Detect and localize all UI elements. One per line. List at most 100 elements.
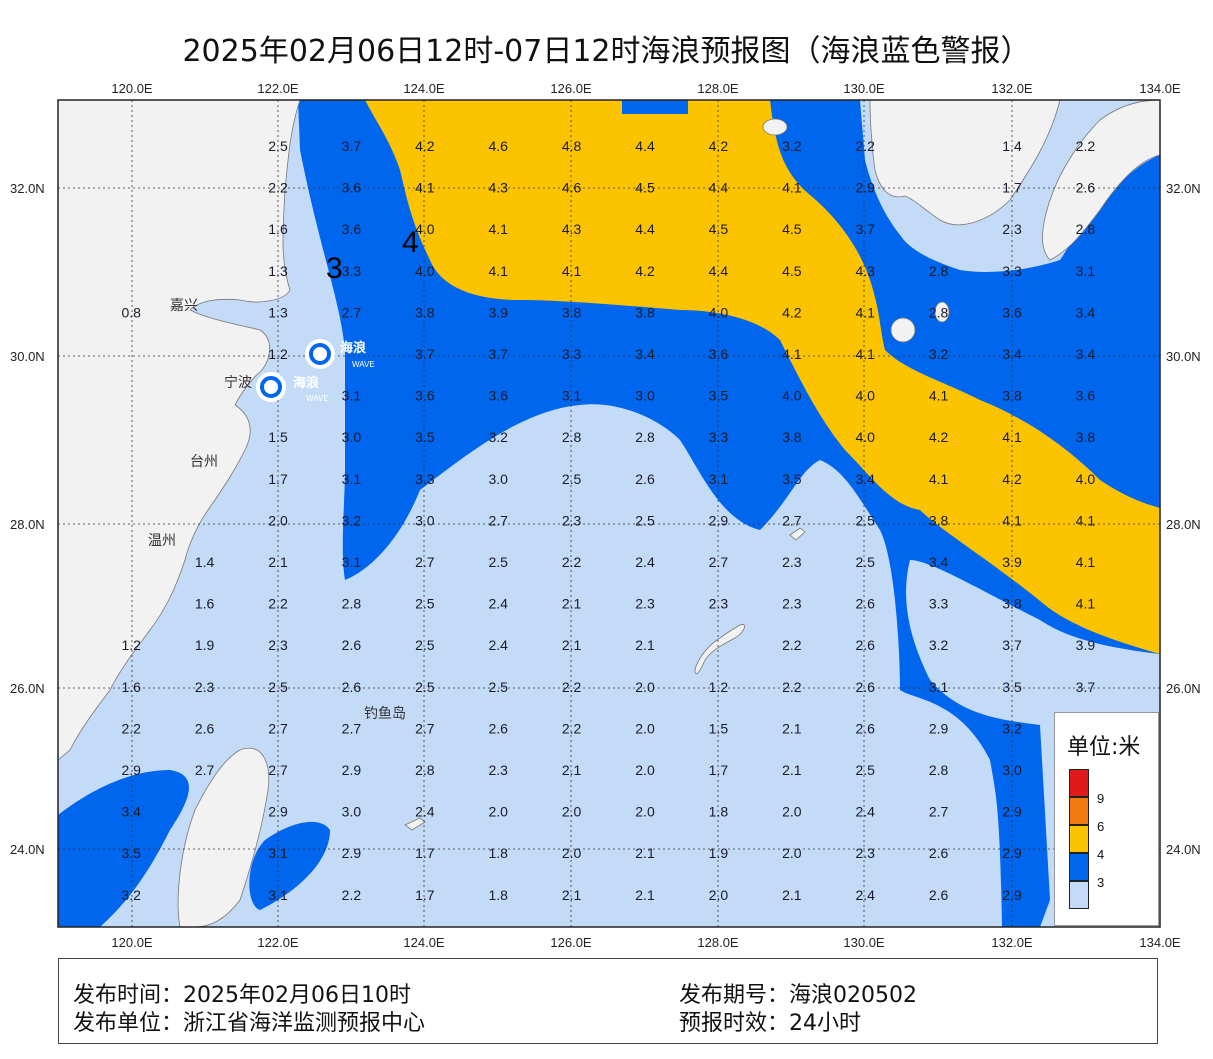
wave-height-value: 3.6: [1076, 388, 1096, 404]
wave-height-value: 3.8: [415, 304, 435, 320]
wave-height-value: 4.3: [855, 263, 875, 279]
wave-height-value: 3.3: [929, 596, 949, 612]
land-jeju: [762, 118, 788, 136]
wave-height-value: 2.2: [562, 554, 582, 570]
wave-height-value: 3.0: [488, 471, 508, 487]
legend-swatch-lt3: [1069, 881, 1089, 909]
wave-height-value: 2.0: [562, 804, 582, 820]
wave-height-value: 4.5: [782, 263, 802, 279]
wave-height-value: 4.1: [855, 304, 875, 320]
lat-tick-label: 26.0N: [1166, 681, 1201, 696]
wave-height-value: 3.3: [709, 429, 729, 445]
wave-height-value: 3.3: [415, 471, 435, 487]
wave-height-value: 3.5: [782, 471, 802, 487]
wave-height-value: 3.2: [1002, 720, 1022, 736]
land-tokara: [789, 527, 806, 541]
wave-height-value: 3.1: [268, 887, 288, 903]
wave-height-value: 2.0: [635, 679, 655, 695]
lat-tick-label: 28.0N: [10, 517, 45, 532]
wave-height-value: 2.9: [268, 804, 288, 820]
wave-height-value: 3.2: [488, 429, 508, 445]
wave-height-value: 2.7: [268, 762, 288, 778]
wave-height-value: 2.9: [342, 845, 362, 861]
wave-logo-cn: 海浪: [340, 340, 366, 356]
wave-height-value: 2.2: [268, 180, 288, 196]
lon-tick-label: 128.0E: [697, 935, 739, 950]
lat-tick-label: 32.0N: [1166, 181, 1201, 196]
wave-height-value: 3.2: [929, 637, 949, 653]
wave-height-value: 3.9: [1076, 637, 1096, 653]
map-frame: [57, 99, 1161, 928]
wave-height-value: 3.6: [342, 180, 362, 196]
lat-tick-label: 30.0N: [1166, 349, 1201, 364]
wave-height-value: 3.2: [782, 138, 802, 154]
wave-height-value: 3.1: [562, 388, 582, 404]
wave-height-value: 2.9: [1002, 845, 1022, 861]
wave-height-value: 1.8: [709, 804, 729, 820]
legend-swatch-6-9: [1069, 797, 1089, 825]
wave-height-value: 2.2: [562, 679, 582, 695]
wave-height-value: 2.9: [1002, 804, 1022, 820]
wave-height-value: 4.1: [1002, 429, 1022, 445]
wave-height-value: 2.4: [635, 554, 655, 570]
wave-height-value: 3.1: [709, 471, 729, 487]
wave-height-value: 2.8: [415, 762, 435, 778]
wave-height-value: 2.6: [1076, 180, 1096, 196]
wave-height-value: 2.5: [635, 512, 655, 528]
wave-height-value: 2.8: [929, 762, 949, 778]
wave-height-value: 2.7: [929, 804, 949, 820]
wave-height-value: 2.7: [342, 304, 362, 320]
wave-height-value: 2.2: [121, 720, 141, 736]
wave-height-value: 4.2: [415, 138, 435, 154]
lon-tick-label: 130.0E: [843, 81, 885, 96]
wave-height-value: 2.8: [1076, 221, 1096, 237]
wave-height-value: 1.5: [268, 429, 288, 445]
wave-height-value: 3.2: [929, 346, 949, 362]
publisher: 发布单位：浙江省海洋监测预报中心: [73, 1011, 426, 1036]
lon-tick-label: 120.0E: [111, 935, 153, 950]
wave-height-value: 4.1: [782, 180, 802, 196]
wave-height-value: 2.1: [268, 554, 288, 570]
wave-height-value: 2.9: [1002, 887, 1022, 903]
wave-zone-3-4m-east-taiwan: [249, 821, 330, 910]
map-title: 2025年02月06日12时-07日12时海浪预报图（海浪蓝色警报）: [182, 34, 1031, 69]
wave-height-value: 1.8: [488, 887, 508, 903]
wave-height-value: 2.1: [635, 845, 655, 861]
wave-height-value: 3.3: [1002, 263, 1022, 279]
wave-height-value: 4.1: [488, 263, 508, 279]
wave-height-value: 2.2: [268, 596, 288, 612]
wave-height-value: 1.6: [268, 221, 288, 237]
wave-height-value: 4.0: [1076, 471, 1096, 487]
wave-height-value: 4.8: [562, 138, 582, 154]
wave-height-value: 3.8: [929, 512, 949, 528]
wave-height-value: 3.1: [268, 845, 288, 861]
forecast-validity: 预报时效：24小时: [679, 1011, 861, 1036]
wave-height-value: 2.8: [635, 429, 655, 445]
wave-height-value: 2.3: [709, 596, 729, 612]
wave-height-value: 2.0: [635, 720, 655, 736]
wave-height-value: 1.3: [268, 263, 288, 279]
wave-height-value: 2.9: [929, 720, 949, 736]
lat-tick-label: 32.0N: [10, 181, 45, 196]
wave-height-value: 3.8: [782, 429, 802, 445]
wave-height-value: 2.4: [488, 596, 508, 612]
wave-height-value: 3.1: [342, 388, 362, 404]
wave-height-value: 3.8: [635, 304, 655, 320]
wave-logo-cn: 海浪: [293, 375, 319, 391]
wave-height-value: 1.7: [415, 845, 435, 861]
wave-height-value: 2.5: [562, 471, 582, 487]
wave-height-value: 2.5: [415, 637, 435, 653]
wave-height-value: 4.2: [929, 429, 949, 445]
lon-labels-top: 120.0E 122.0E 124.0E 126.0E 128.0E 130.0E 132.…: [111, 81, 1181, 96]
wave-height-value: 2.6: [342, 679, 362, 695]
wave-logo-1: 海浪 WAVE: [305, 339, 375, 369]
wave-height-value: 2.9: [342, 762, 362, 778]
land-taiwan: [177, 747, 270, 927]
wave-height-value: 2.0: [488, 804, 508, 820]
wave-height-value: 1.2: [709, 679, 729, 695]
place-wenzhou: 温州: [148, 533, 176, 549]
wave-height-value: 4.1: [1076, 554, 1096, 570]
wave-height-value: 3.0: [415, 512, 435, 528]
wave-height-value: 2.4: [855, 887, 875, 903]
wave-height-value: 2.1: [782, 762, 802, 778]
